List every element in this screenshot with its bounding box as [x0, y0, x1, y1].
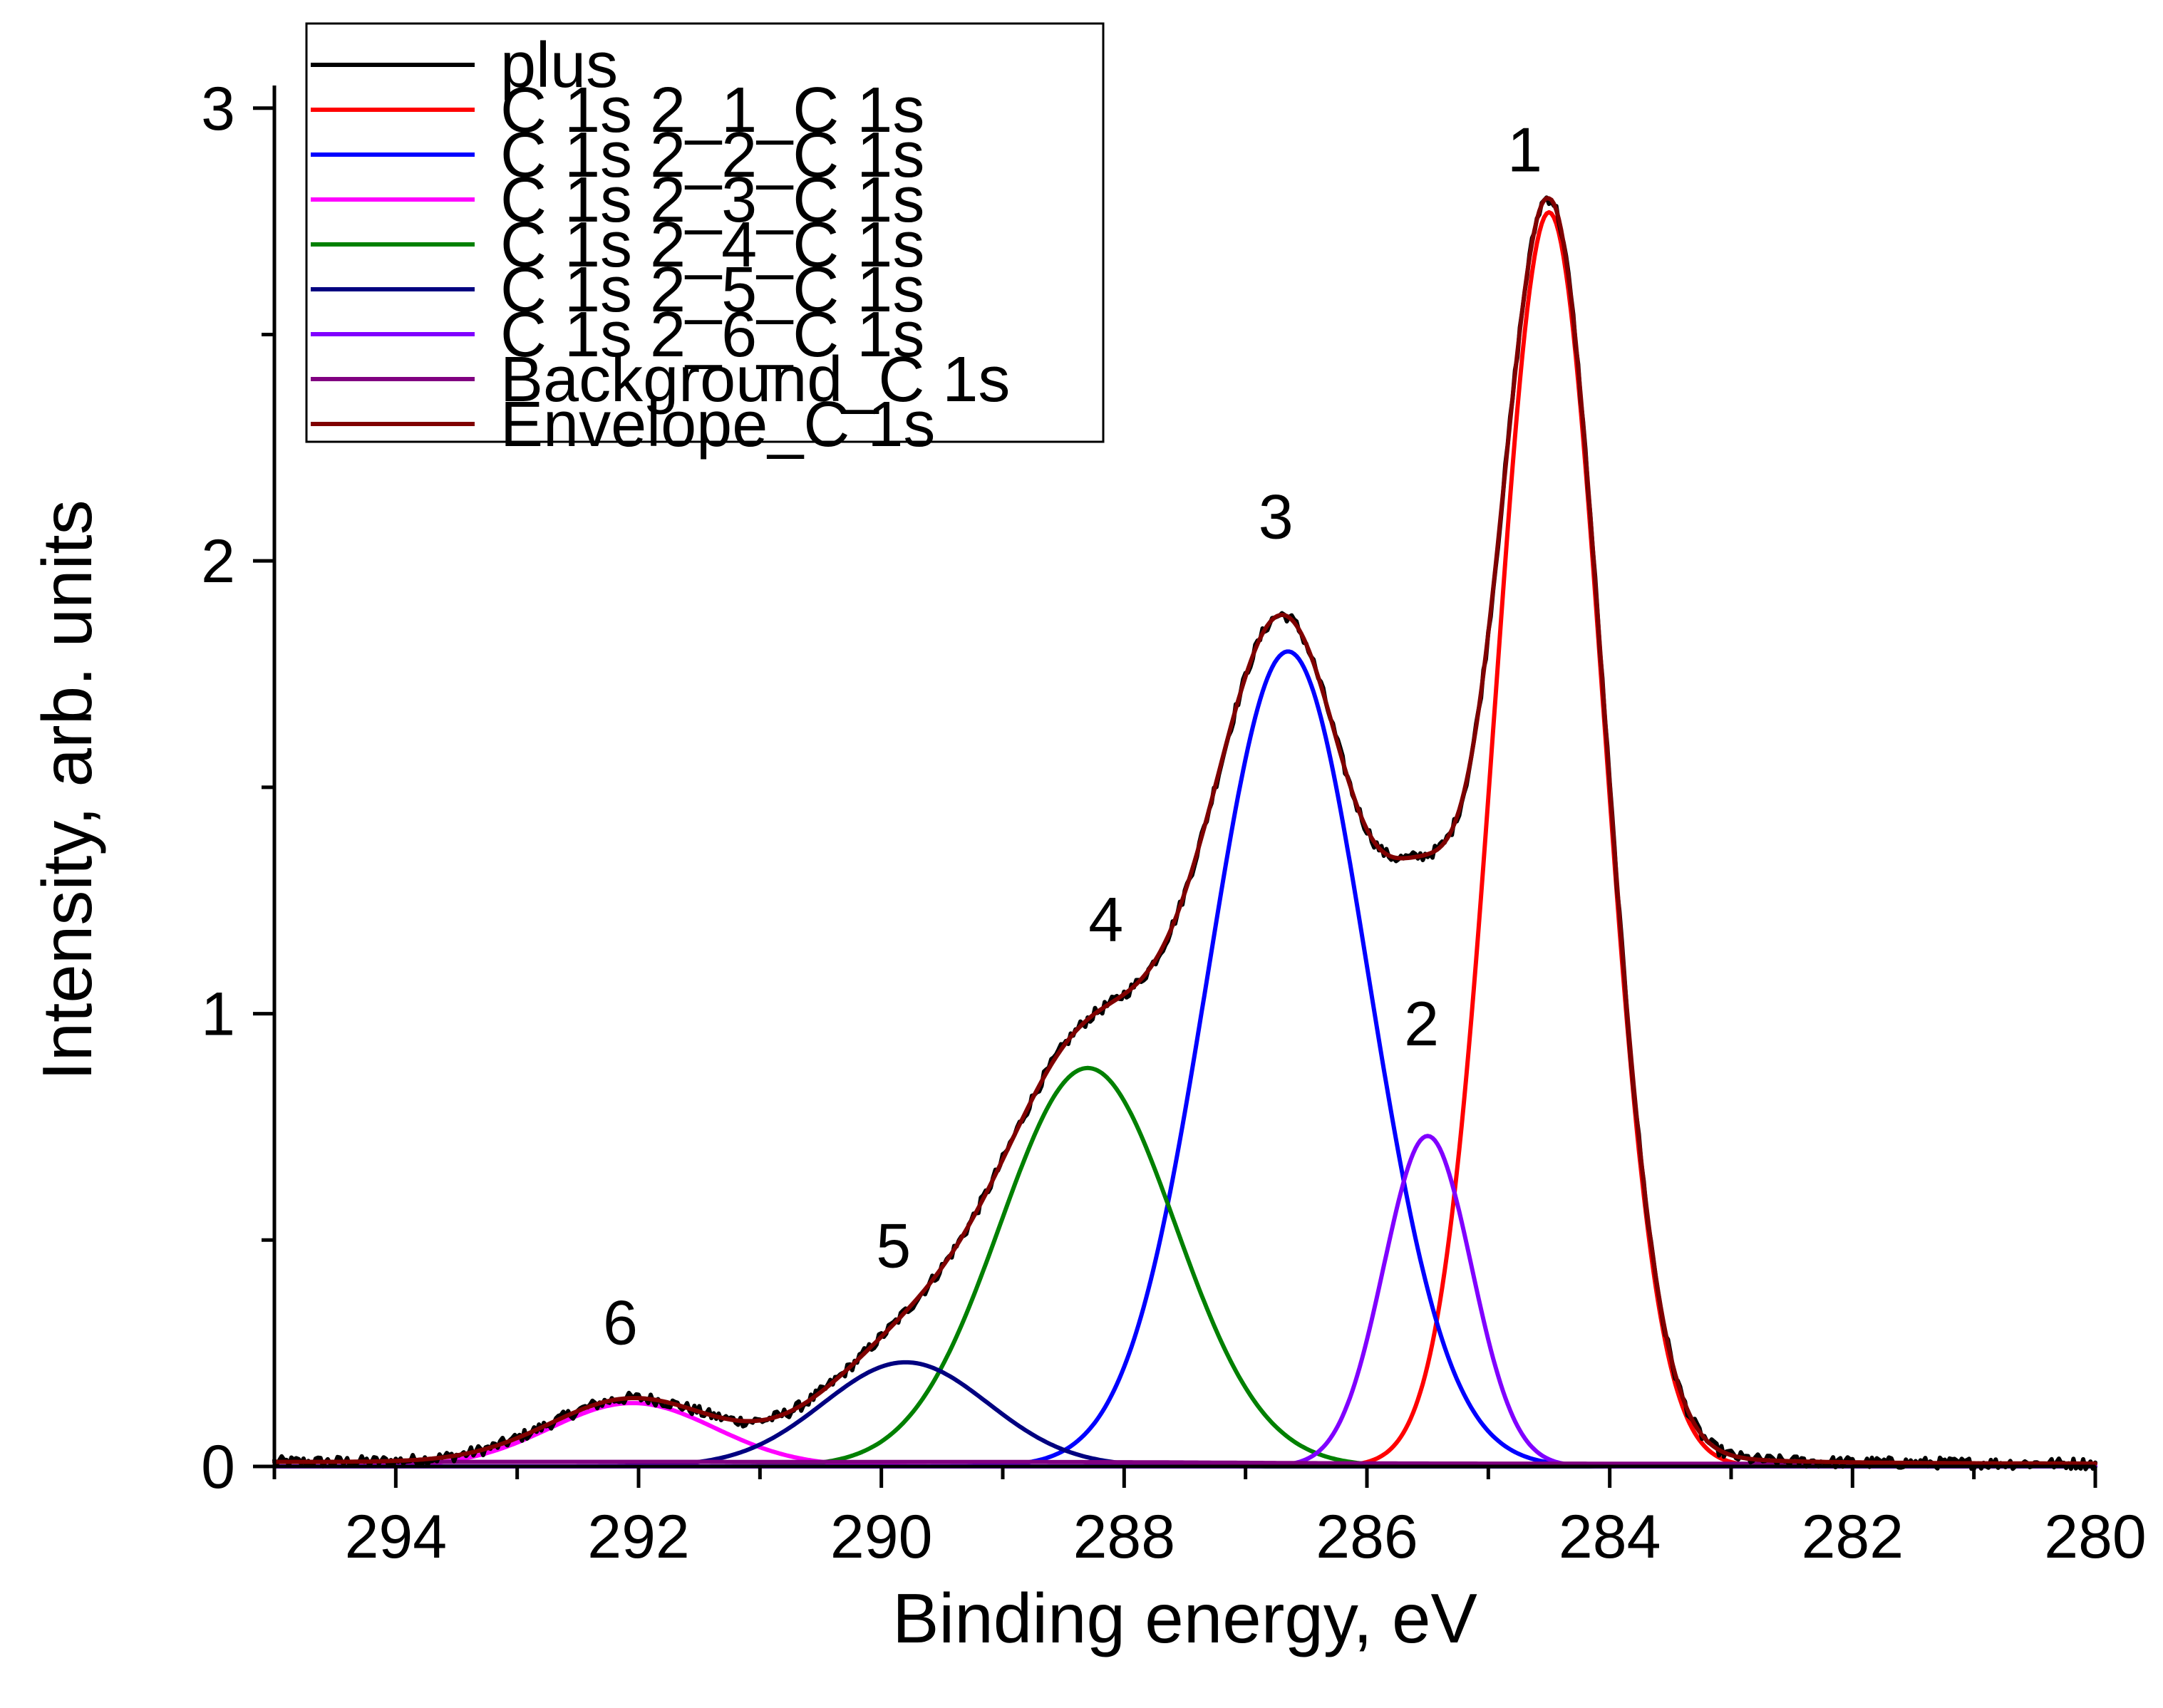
legend-label: plus	[500, 30, 618, 101]
peak-label-1: 1	[1507, 115, 1542, 185]
peak-label-5: 5	[876, 1210, 911, 1280]
series-line-c-1s-2-4-c-1s	[272, 1065, 2097, 1469]
peak-label-4: 4	[1088, 884, 1123, 955]
legend-label: C 1s 2_3_C 1s	[500, 165, 924, 236]
x-tick-label: 292	[587, 1503, 690, 1571]
series-line-c-1s-2-2-c-1s	[272, 649, 2097, 1469]
axes	[272, 86, 2095, 1469]
legend-label: C 1s 2_4_C 1s	[500, 209, 924, 281]
legend-label: C 1s 2_6_C 1s	[500, 299, 924, 371]
x-tick-label: 286	[1316, 1503, 1418, 1571]
legend-label: Envelope_C 1s	[500, 389, 935, 460]
peak-labels: 1 2 3 4 5 6	[603, 115, 1542, 1358]
series-line-envelope-c-1s	[272, 196, 2097, 1466]
legend-label: C 1s 2_1_C 1s	[500, 75, 924, 146]
series-line-c-1s-2-6-c-1s	[272, 1134, 2097, 1469]
x-tick-label: 290	[830, 1503, 933, 1571]
y-tick-label: 2	[201, 527, 235, 596]
peak-label-2: 2	[1404, 988, 1439, 1059]
x-tick-label: 294	[345, 1503, 448, 1571]
legend-label: Background_C 1s	[500, 344, 1010, 415]
x-tick-label: 288	[1073, 1503, 1176, 1571]
y-tick-label: 3	[201, 75, 235, 143]
x-tick-label: 282	[1802, 1503, 1904, 1571]
peak-label-3: 3	[1259, 481, 1294, 552]
legend-box	[305, 22, 1105, 443]
x-tick-label: 284	[1559, 1503, 1661, 1571]
y-tick-label: 0	[201, 1433, 235, 1501]
series-line-c-1s-2-5-c-1s	[272, 1360, 2097, 1469]
axis-ticks: 294 292 290 288 286 284 282 280 0 1 2 3	[201, 75, 2147, 1571]
x-tick-label: 280	[2044, 1503, 2147, 1571]
x-axis-title: Binding energy, eV	[892, 1579, 1477, 1657]
legend-label: C 1s 2_2_C 1s	[500, 120, 924, 191]
peak-label-6: 6	[603, 1287, 638, 1357]
legend-label: C 1s 2_5_C 1s	[500, 254, 924, 326]
y-axis-title: Intensity, arb. units	[28, 500, 106, 1080]
series-line-c-1s-2-3-c-1s	[272, 1401, 2097, 1469]
y-tick-label: 1	[201, 980, 235, 1049]
